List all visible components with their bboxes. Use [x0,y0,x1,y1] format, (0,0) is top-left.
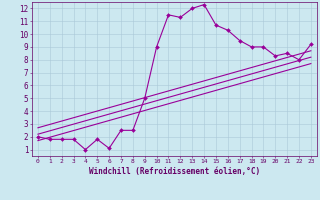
X-axis label: Windchill (Refroidissement éolien,°C): Windchill (Refroidissement éolien,°C) [89,167,260,176]
